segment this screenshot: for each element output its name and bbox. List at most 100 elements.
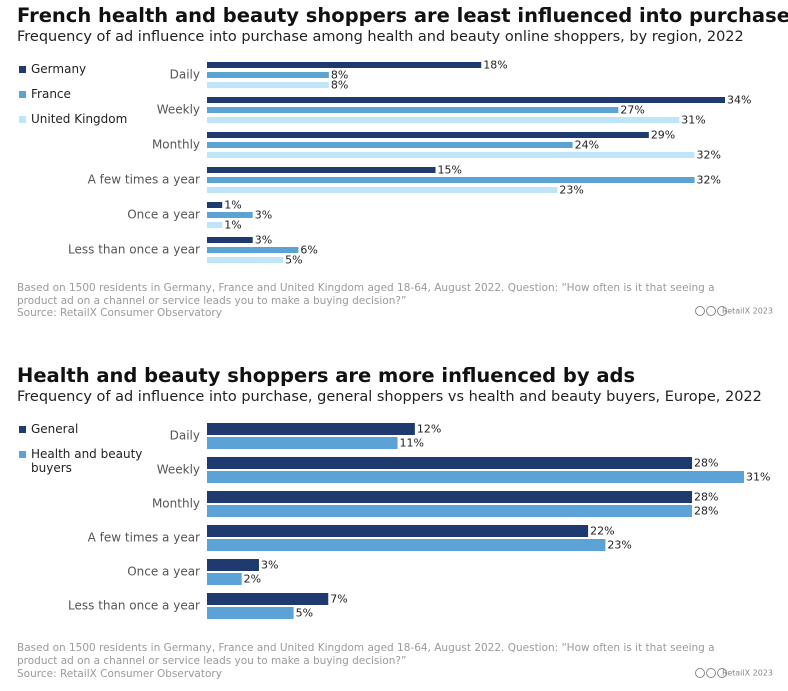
value-label: 15% [438, 164, 462, 177]
category-label: Less than once a year [68, 599, 200, 613]
legend-label: France [31, 87, 71, 101]
chart-title: French health and beauty shoppers are le… [17, 4, 788, 27]
bar [207, 437, 398, 449]
value-label: 29% [651, 129, 675, 142]
bar [207, 152, 695, 158]
bar [207, 72, 329, 78]
value-label: 5% [285, 254, 302, 267]
bar [207, 247, 299, 253]
value-label: 3% [255, 209, 272, 222]
bar [207, 132, 649, 138]
legend-swatch [19, 116, 26, 123]
category-label: A few times a year [88, 531, 200, 545]
credit: RetailX 2023 [722, 669, 773, 678]
license-icon [695, 306, 705, 316]
footnote: Based on 1500 residents in Germany, Fran… [17, 642, 715, 667]
value-label: 22% [590, 525, 614, 538]
credit: RetailX 2023 [722, 307, 773, 316]
value-label: 31% [746, 471, 770, 484]
legend-label: Germany [31, 62, 87, 76]
value-label: 28% [694, 457, 718, 470]
legend-swatch [19, 451, 26, 458]
source: Source: RetailX Consumer Observatory [17, 668, 222, 680]
category-label: Once a year [127, 565, 200, 579]
bar [207, 237, 253, 243]
chart-subtitle: Frequency of ad influence into purchase,… [17, 389, 762, 405]
category-label: Less than once a year [68, 243, 200, 257]
value-label: 3% [261, 559, 278, 572]
chart-subtitle: Frequency of ad influence into purchase … [17, 29, 744, 45]
value-label: 8% [331, 69, 348, 82]
bar [207, 457, 693, 469]
value-label: 11% [400, 437, 424, 450]
category-label: Monthly [152, 497, 200, 511]
value-label: 31% [681, 114, 705, 127]
value-label: 1% [224, 199, 241, 212]
bar [207, 222, 223, 228]
value-label: 6% [300, 244, 317, 257]
chart-title: Health and beauty shoppers are more infl… [17, 364, 636, 387]
legend-swatch [19, 91, 26, 98]
category-label: Monthly [152, 138, 200, 152]
bar [207, 257, 284, 263]
bar [207, 97, 725, 103]
bar [207, 539, 606, 551]
value-label: 18% [483, 59, 507, 72]
bar [207, 212, 253, 218]
bar [207, 62, 482, 68]
category-label: Once a year [127, 208, 200, 222]
category-label: Weekly [157, 463, 200, 477]
value-label: 27% [620, 104, 644, 117]
bar [207, 202, 223, 208]
value-label: 32% [697, 174, 721, 187]
bar [207, 471, 744, 483]
category-label: Daily [170, 429, 200, 443]
bar [207, 107, 619, 113]
license-icon [706, 668, 716, 678]
bar [207, 505, 693, 517]
license-icon [717, 668, 727, 678]
legend-label: Health and beauty buyers [31, 447, 143, 475]
bar [207, 593, 329, 605]
bar [207, 82, 329, 88]
value-label: 3% [255, 234, 272, 247]
source: Source: RetailX Consumer Observatory [17, 307, 222, 319]
value-label: 28% [694, 491, 718, 504]
bar [207, 142, 573, 148]
value-label: 1% [224, 219, 241, 232]
value-label: 34% [727, 94, 751, 107]
bar [207, 423, 415, 435]
bar [207, 559, 259, 571]
bar [207, 167, 436, 173]
legend-label: General [31, 422, 79, 436]
bar [207, 187, 558, 193]
value-label: 23% [559, 184, 583, 197]
value-label: 24% [575, 139, 599, 152]
value-label: 28% [694, 505, 718, 518]
value-label: 5% [296, 607, 313, 620]
bar [207, 491, 693, 503]
bar [207, 607, 294, 619]
legend-label: United Kingdom [31, 112, 128, 126]
bar [207, 525, 589, 537]
value-label: 8% [331, 79, 348, 92]
value-label: 7% [330, 593, 347, 606]
category-label: Daily [170, 68, 200, 82]
value-label: 2% [244, 573, 261, 586]
legend-swatch [19, 66, 26, 73]
bar [207, 573, 242, 585]
bar [207, 117, 680, 123]
value-label: 32% [697, 149, 721, 162]
value-label: 23% [607, 539, 631, 552]
license-icon [695, 668, 705, 678]
footnote: Based on 1500 residents in Germany, Fran… [17, 282, 715, 307]
license-icon [706, 306, 716, 316]
bar [207, 177, 695, 183]
legend-swatch [19, 426, 26, 433]
value-label: 12% [417, 423, 441, 436]
category-label: Weekly [157, 103, 200, 117]
category-label: A few times a year [88, 173, 200, 187]
license-icon [717, 306, 727, 316]
